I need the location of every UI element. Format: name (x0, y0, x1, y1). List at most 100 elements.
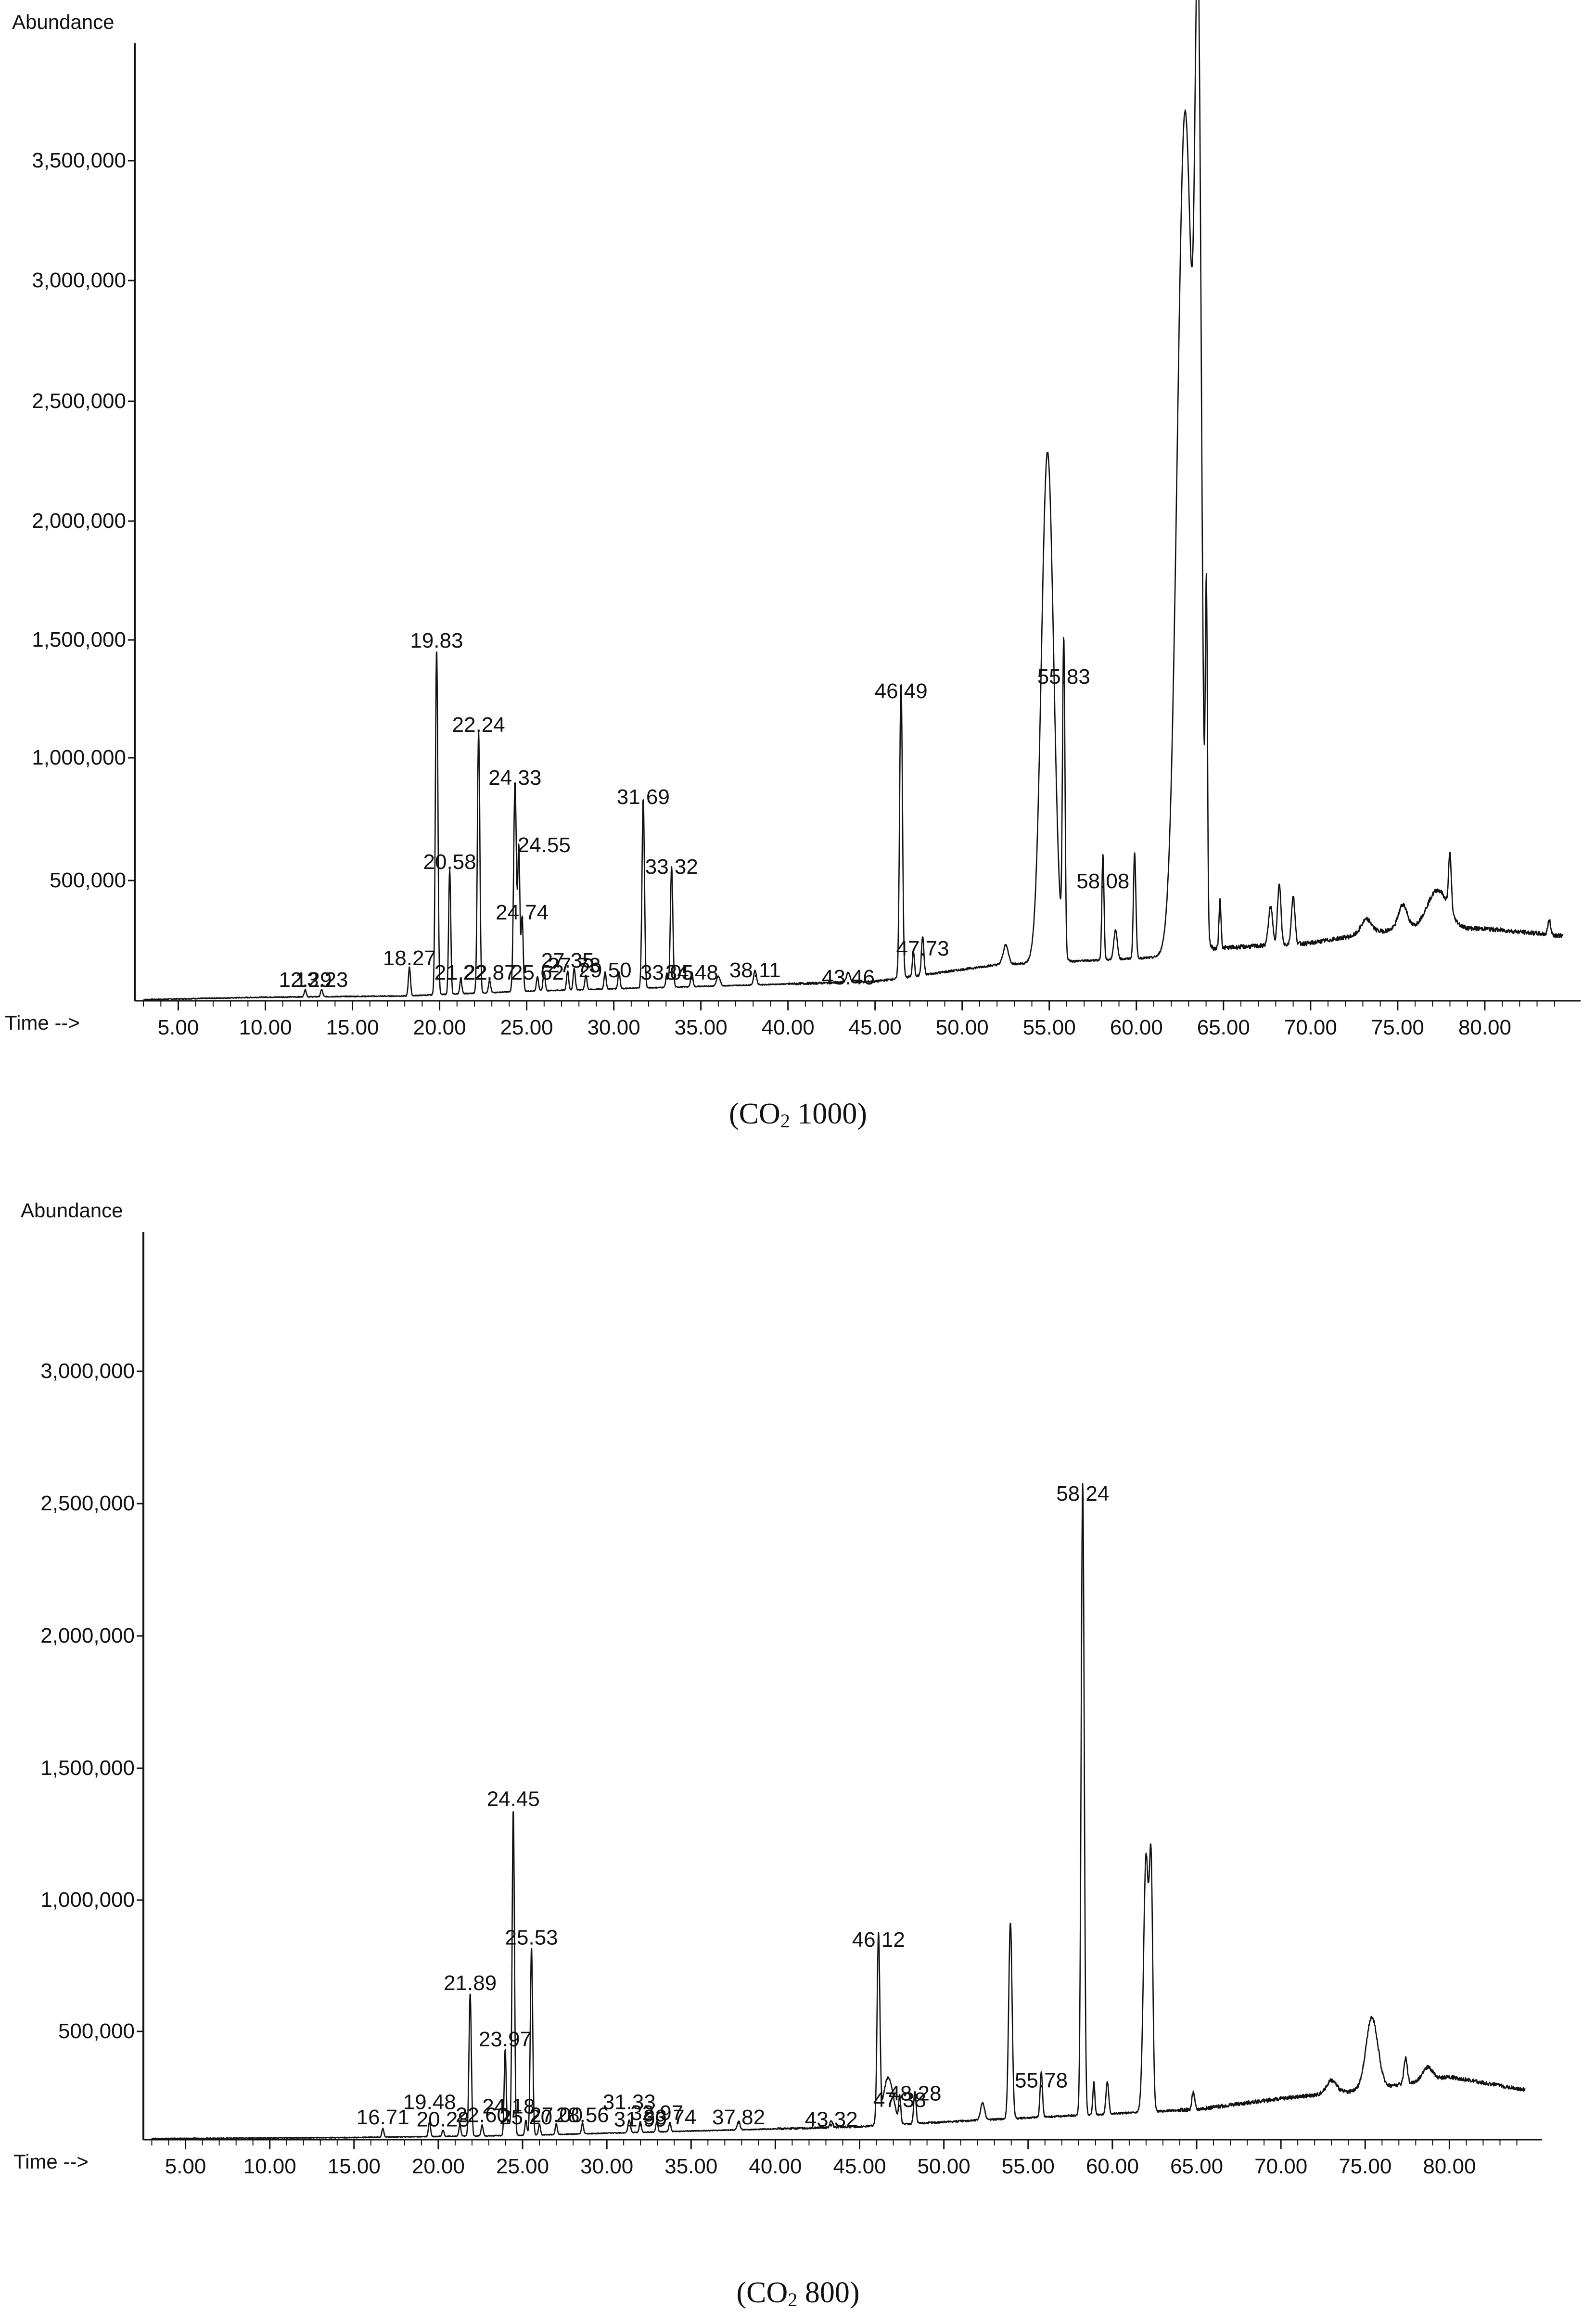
x-tick-label-bottom: 80.00 (1423, 2155, 1476, 2178)
x-axis-title-top: Time --> (5, 1011, 80, 1034)
peak-label-top: 58.08 (1076, 869, 1129, 893)
peak-label-bottom: 25.53 (505, 1926, 558, 1950)
x-tick-label-bottom: 60.00 (1086, 2155, 1139, 2178)
y-tick-label-bottom: 2,000,000 (40, 1624, 135, 1647)
y-axis-title-bottom: Abundance (21, 1199, 123, 1222)
x-tick-label-top: 35.00 (675, 1016, 728, 1039)
peak-label-bottom: 24.45 (487, 1787, 540, 1811)
y-tick-label-top: 3,500,000 (32, 149, 126, 172)
peak-label-bottom: 19.48 (403, 2091, 456, 2114)
peak-label-bottom: 24.18 (482, 2095, 535, 2119)
peak-label-top: 22.24 (452, 713, 505, 737)
x-tick-label-top: 45.00 (849, 1016, 902, 1039)
x-tick-label-top: 15.00 (326, 1016, 379, 1039)
y-tick-label-bottom: 2,500,000 (40, 1492, 135, 1515)
x-tick-label-top: 55.00 (1023, 1016, 1076, 1039)
peak-label-top: 27.35 (541, 949, 594, 972)
x-tick-label-top: 10.00 (239, 1016, 292, 1039)
peak-label-top: 20.58 (423, 850, 476, 874)
y-tick-label-top: 2,500,000 (32, 389, 126, 413)
peak-label-top: 46.49 (875, 679, 928, 703)
caption-top-sub: 2 (780, 1110, 790, 1132)
signal-trace-bottom (151, 1483, 1526, 2140)
y-axis-title-top: Abundance (12, 11, 115, 33)
x-tick-label-bottom: 65.00 (1170, 2155, 1223, 2178)
x-tick-label-top: 80.00 (1458, 1016, 1511, 1039)
peak-label-top: 24.74 (496, 901, 549, 924)
peak-label-top: 47.73 (896, 937, 949, 960)
peak-label-top: 33.32 (645, 855, 698, 879)
peak-label-top: 43.46 (822, 966, 875, 989)
x-tick-label-bottom: 30.00 (580, 2155, 633, 2178)
peak-label-top: 22.87 (463, 961, 516, 984)
x-tick-label-bottom: 5.00 (165, 2155, 206, 2178)
y-tick-label-bottom: 1,500,000 (40, 1756, 135, 1780)
x-tick-label-bottom: 10.00 (243, 2155, 296, 2178)
y-tick-label-top: 500,000 (50, 868, 126, 892)
peak-label-bottom: 32.97 (630, 2101, 683, 2125)
peak-label-top: 34.48 (665, 961, 718, 984)
peak-label-top: 29.50 (578, 958, 631, 982)
peak-label-bottom: 58.24 (1056, 1482, 1109, 1506)
x-tick-label-bottom: 70.00 (1254, 2155, 1307, 2178)
peak-label-bottom: 22.60 (456, 2104, 509, 2127)
caption-top-pre: (CO (729, 1098, 780, 1130)
x-tick-label-bottom: 15.00 (328, 2155, 381, 2178)
x-tick-label-bottom: 45.00 (833, 2155, 886, 2178)
peak-label-top: 21.22 (434, 961, 487, 984)
caption-top-post: 1000) (790, 1098, 867, 1130)
caption-bottom: (CO2 800) (0, 2276, 1596, 2310)
peak-label-top: 18.27 (383, 946, 436, 970)
peak-label-bottom: 28.56 (556, 2104, 609, 2127)
peak-label-top: 25.62 (511, 961, 564, 984)
x-tick-label-bottom: 50.00 (918, 2155, 970, 2178)
x-tick-label-top: 65.00 (1197, 1016, 1250, 1039)
peak-label-top: 38.11 (729, 958, 781, 982)
x-tick-label-top: 20.00 (413, 1016, 466, 1039)
signal-trace-top (143, 0, 1564, 1001)
y-tick-label-top: 1,500,000 (32, 628, 126, 651)
peak-label-bottom: 31.99 (614, 2108, 667, 2132)
peak-label-bottom: 20.28 (417, 2108, 470, 2132)
x-tick-label-bottom: 75.00 (1339, 2155, 1392, 2178)
x-tick-label-bottom: 40.00 (749, 2155, 802, 2178)
caption-bottom-sub: 2 (788, 2289, 798, 2310)
peak-label-bottom: 55.78 (1015, 2069, 1068, 2093)
peak-label-top: 33.05 (640, 961, 693, 984)
y-tick-label-top: 2,000,000 (32, 509, 126, 533)
peak-label-bottom: 48.28 (888, 2082, 941, 2106)
x-tick-label-bottom: 25.00 (496, 2155, 549, 2178)
x-tick-label-top: 30.00 (587, 1016, 640, 1039)
caption-top: (CO2 1000) (0, 1097, 1596, 1132)
peak-label-top: 24.33 (488, 766, 541, 790)
x-tick-label-bottom: 20.00 (412, 2155, 465, 2178)
peak-label-bottom: 33.74 (643, 2106, 696, 2129)
peak-label-bottom: 46.12 (852, 1928, 905, 1952)
x-axis-title-bottom: Time --> (13, 2150, 89, 2173)
x-tick-label-top: 5.00 (158, 1016, 199, 1039)
peak-label-bottom: 31.33 (603, 2091, 656, 2114)
x-tick-label-top: 50.00 (936, 1016, 989, 1039)
peak-label-bottom: 27.00 (530, 2104, 583, 2127)
peak-label-bottom: 23.97 (479, 2028, 532, 2051)
peak-label-bottom: 43.32 (805, 2108, 858, 2132)
y-tick-label-bottom: 500,000 (58, 2019, 135, 2043)
x-tick-label-top: 75.00 (1371, 1016, 1424, 1039)
peak-label-bottom: 37.82 (712, 2106, 765, 2129)
peak-label-bottom: 25.20 (499, 2106, 552, 2129)
y-tick-label-top: 1,000,000 (32, 746, 126, 769)
peak-label-bottom: 21.89 (444, 1971, 497, 1995)
peak-label-bottom: 16.71 (357, 2106, 409, 2129)
caption-bottom-pre: (CO (736, 2276, 788, 2309)
y-tick-label-bottom: 3,000,000 (40, 1359, 135, 1383)
x-tick-label-top: 70.00 (1284, 1016, 1337, 1039)
x-tick-label-bottom: 35.00 (664, 2155, 717, 2178)
caption-bottom-post: 800) (797, 2276, 860, 2309)
peak-label-top: 55.83 (1037, 665, 1090, 689)
x-tick-label-bottom: 55.00 (1002, 2155, 1055, 2178)
peak-label-top: 24.55 (518, 833, 571, 857)
peak-label-bottom: 47.38 (873, 2088, 926, 2112)
y-tick-label-top: 3,000,000 (32, 268, 126, 292)
peak-label-top: 12.29 (279, 968, 332, 992)
